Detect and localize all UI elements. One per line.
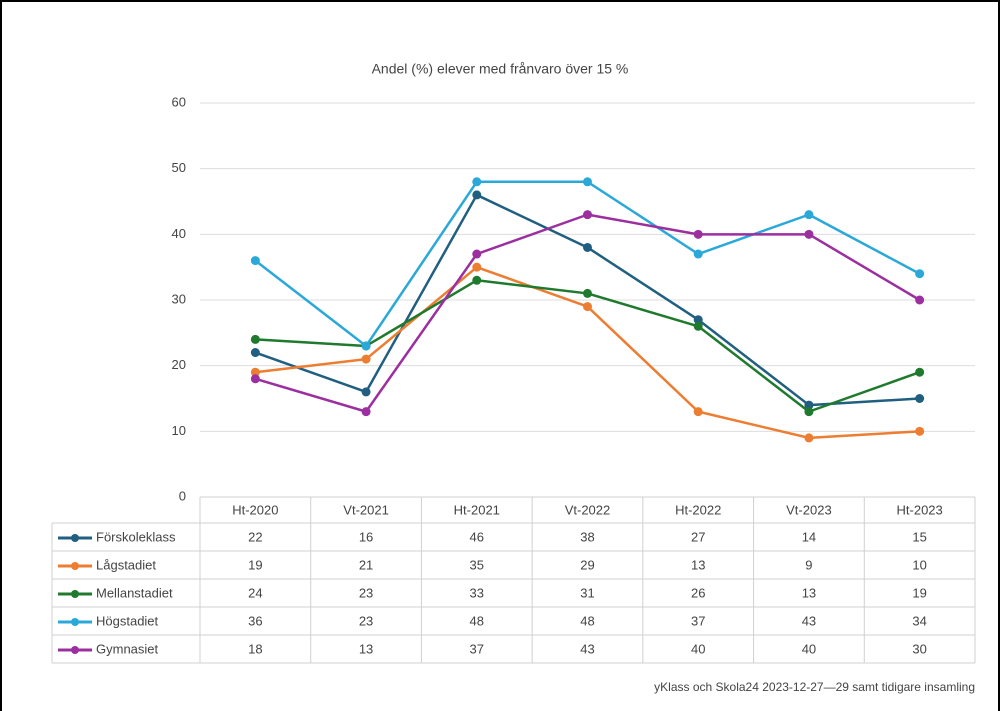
data-point (472, 262, 482, 272)
table-cell: 9 (805, 557, 812, 572)
table-cell: 26 (691, 585, 705, 600)
table-cell: 16 (359, 529, 373, 544)
table-cell: 23 (359, 585, 373, 600)
table-cell: 38 (580, 529, 594, 544)
data-point (583, 177, 592, 187)
source-note: yKlass och Skola24 2023-12-27—29 samt ti… (654, 680, 975, 694)
data-point (250, 334, 260, 344)
table-cell: 21 (359, 557, 373, 572)
data-point (361, 341, 371, 351)
y-tick-label: 20 (172, 357, 186, 372)
x-tick-label: Vt-2021 (343, 502, 389, 517)
data-point (804, 210, 814, 220)
table-cell: 46 (470, 529, 484, 544)
legend-label: Mellanstadiet (96, 585, 173, 600)
y-tick-label: 30 (172, 291, 186, 306)
table-cell: 40 (691, 641, 705, 656)
y-tick-label: 40 (172, 226, 186, 241)
data-point (583, 210, 592, 220)
y-tick-label: 0 (179, 488, 186, 503)
data-point (804, 433, 814, 443)
x-tick-label: Ht-2020 (232, 502, 278, 517)
table-cell: 33 (470, 585, 484, 600)
legend-label: Gymnasiet (96, 641, 159, 656)
table-cell: 34 (912, 613, 926, 628)
chart-title: Andel (%) elever med frånvaro över 15 % (372, 61, 629, 77)
x-tick-label: Ht-2021 (454, 502, 500, 517)
table-cell: 43 (802, 613, 816, 628)
data-point (693, 407, 703, 417)
data-point (250, 367, 260, 377)
x-tick-label: Vt-2023 (786, 502, 832, 517)
data-point (915, 295, 925, 305)
table-cell: 15 (912, 529, 926, 544)
table-cell: 22 (248, 529, 262, 544)
legend-marker (71, 590, 79, 598)
table-cell: 36 (248, 613, 262, 628)
y-tick-label: 10 (172, 423, 186, 438)
data-point (915, 426, 925, 436)
table-cell: 30 (912, 641, 926, 656)
data-point (915, 367, 925, 377)
x-tick-label: Ht-2023 (897, 502, 943, 517)
table-cell: 31 (580, 585, 594, 600)
table-cell: 13 (802, 585, 816, 600)
data-point (693, 315, 703, 325)
data-point (361, 407, 371, 417)
table-cell: 37 (470, 641, 484, 656)
table-cell: 29 (580, 557, 594, 572)
data-point (472, 190, 482, 200)
data-point (583, 288, 592, 298)
data-point (472, 275, 482, 285)
legend-marker (71, 646, 79, 654)
data-point (472, 177, 482, 187)
data-point (915, 269, 925, 279)
data-point (472, 249, 482, 259)
data-point (361, 354, 371, 364)
data-point (250, 256, 260, 266)
table-cell: 13 (359, 641, 373, 656)
legend-marker (71, 562, 79, 570)
table-cell: 27 (691, 529, 705, 544)
legend-label: Lågstadiet (96, 557, 156, 572)
data-point (693, 249, 703, 259)
data-point (250, 348, 260, 358)
data-point (804, 400, 814, 410)
series-line (254, 180, 921, 348)
x-tick-label: Vt-2022 (565, 502, 611, 517)
y-tick-label: 50 (172, 160, 186, 175)
table-cell: 24 (248, 585, 262, 600)
legend-label: Högstadiet (96, 613, 159, 628)
table-cell: 14 (802, 529, 816, 544)
table-cell: 19 (248, 557, 262, 572)
table-cell: 19 (912, 585, 926, 600)
data-point (804, 407, 814, 417)
table-cell: 23 (359, 613, 373, 628)
table-cell: 48 (580, 613, 594, 628)
data-point (250, 374, 260, 384)
table-cell: 37 (691, 613, 705, 628)
data-point (361, 387, 371, 397)
table-cell: 48 (470, 613, 484, 628)
table-cell: 40 (802, 641, 816, 656)
data-point (583, 302, 592, 312)
data-point (583, 242, 592, 252)
x-tick-label: Ht-2022 (675, 502, 721, 517)
data-point (804, 229, 814, 239)
data-point (693, 321, 703, 331)
table-cell: 13 (691, 557, 705, 572)
y-tick-label: 60 (172, 94, 186, 109)
legend-marker (71, 534, 79, 542)
table-cell: 35 (470, 557, 484, 572)
legend-marker (71, 618, 79, 626)
legend-label: Förskoleklass (96, 529, 176, 544)
table-cell: 43 (580, 641, 594, 656)
data-point (693, 229, 703, 239)
table-cell: 18 (248, 641, 262, 656)
table-cell: 10 (912, 557, 926, 572)
data-point (915, 394, 925, 403)
